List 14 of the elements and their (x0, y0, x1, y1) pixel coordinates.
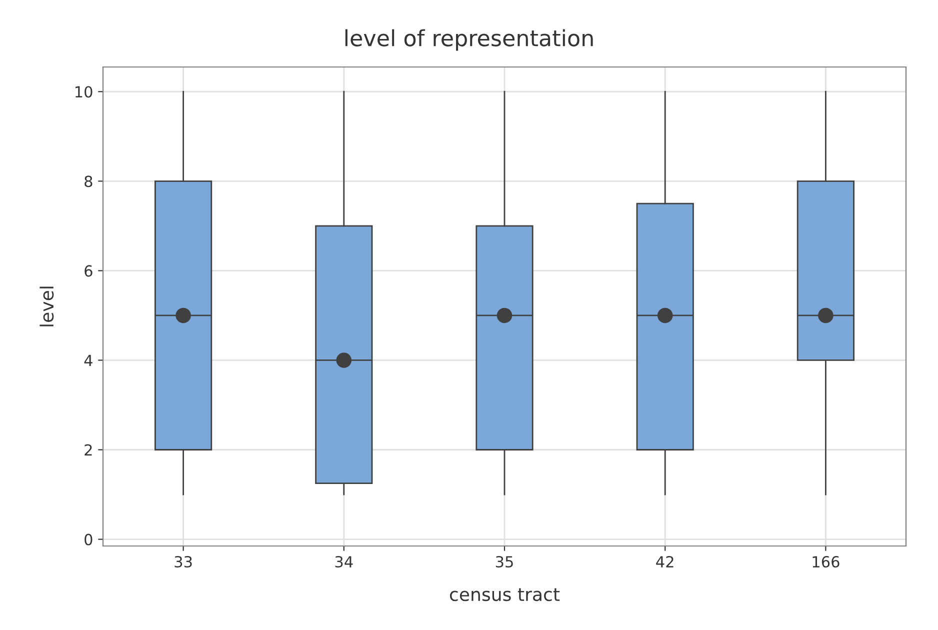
x-tick-label: 42 (656, 556, 674, 568)
x-tick-label: 166 (812, 556, 840, 568)
y-tick-label: 8 (84, 176, 92, 188)
x-axis-title: census tract (450, 588, 560, 602)
x-tick-label: 34 (335, 556, 353, 568)
y-tick-label: 2 (84, 444, 92, 456)
y-tick-label: 4 (84, 354, 92, 366)
x-tick-label: 35 (496, 556, 513, 568)
y-axis-title: level (40, 286, 54, 326)
y-tick-label: 10 (76, 86, 92, 98)
x-tick-label: 33 (174, 556, 192, 568)
chart-title: level of representation (345, 29, 593, 51)
y-tick-label: 0 (84, 534, 92, 546)
y-tick-label: 6 (84, 265, 92, 277)
